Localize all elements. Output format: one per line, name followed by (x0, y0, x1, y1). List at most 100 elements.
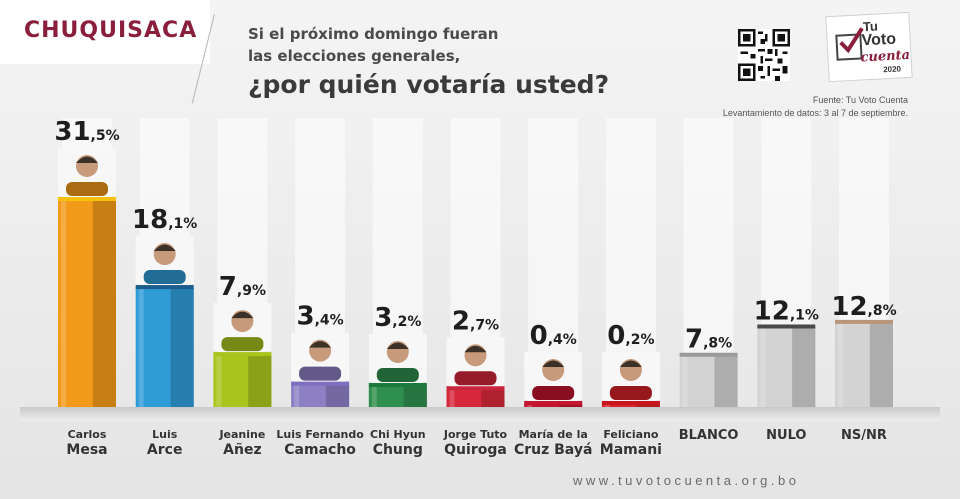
bar-highlight (61, 200, 66, 407)
value-label-decimal: ,8% (703, 336, 732, 352)
bar (601, 404, 660, 407)
category-label-line2: Cruz Bayá (514, 442, 592, 458)
question-line-3: ¿por quién votaría usted? (248, 70, 610, 99)
candidate-photo-shoulders (66, 182, 108, 196)
question-line-1: Si el próximo domingo fueran (248, 25, 499, 43)
bar-top-cap (58, 197, 116, 201)
candidate-photo (135, 236, 194, 285)
value-label: 7,9% (219, 272, 266, 302)
value-label-decimal: ,8% (868, 303, 897, 319)
bar-top-cap (446, 386, 505, 391)
bar-highlight (760, 327, 766, 407)
category-label-line1: Chi Hyun (370, 428, 426, 441)
bar (524, 404, 583, 407)
bar-highlight (294, 384, 300, 407)
bar-side-shade (714, 355, 738, 407)
category-label-line1: Luis Fernando (276, 428, 364, 441)
value-label: 0,2% (607, 321, 654, 351)
value-label-integer: 7 (685, 325, 703, 355)
bar-highlight (527, 404, 533, 407)
bar-top-cap (757, 324, 816, 329)
bar-highlight (449, 389, 455, 407)
bar-highlight (371, 385, 377, 407)
candidate-photo (213, 303, 272, 352)
category-label-line1: Luis (152, 428, 178, 441)
region-box (0, 0, 210, 64)
value-label: 12,8% (831, 292, 896, 322)
source-note: Fuente: Tu Voto Cuenta (812, 95, 908, 105)
bar-top-cap (679, 352, 738, 357)
candidate-photo (601, 352, 660, 400)
bar-highlight (216, 355, 222, 407)
bar-highlight (682, 355, 688, 407)
value-label-integer: 2 (452, 306, 470, 336)
bar-side-shade (636, 404, 660, 407)
value-label-decimal: ,2% (625, 332, 654, 348)
bar-highlight (604, 404, 610, 407)
candidate-photo-shoulders (609, 386, 652, 400)
value-label-decimal: ,5% (91, 128, 120, 144)
category-label-line2: Mamani (600, 442, 662, 458)
bar-top-cap (213, 352, 272, 357)
candidate-photo-hair (542, 360, 565, 367)
category-label-line1: Feliciano (603, 428, 659, 441)
candidate-photo-shoulders (299, 366, 342, 381)
value-label: 3,2% (374, 303, 421, 333)
value-label-integer: 7 (219, 272, 237, 302)
value-label-integer: 12 (831, 292, 867, 322)
bar-top-cap (835, 319, 893, 324)
candidate-photo-shoulders (221, 337, 264, 352)
value-label-decimal: ,9% (237, 283, 266, 299)
candidate-photo-shoulders (143, 270, 186, 285)
candidate-photo (291, 332, 350, 381)
value-label-integer: 31 (54, 117, 90, 147)
candidate-photo-hair (76, 156, 98, 163)
question-line-2: las elecciones generales, (248, 47, 461, 65)
value-label-decimal: ,1% (790, 307, 819, 323)
category-label: NULO (766, 428, 806, 443)
qr-code[interactable] (738, 29, 790, 81)
bar-side-shade (248, 355, 272, 407)
category-label: NS/NR (841, 428, 887, 443)
survey-dates-note: Levantamiento de datos: 3 al 7 de septie… (722, 108, 908, 118)
bar-highlight (838, 322, 843, 407)
bar-top-cap (601, 401, 660, 405)
bar-top-cap (368, 382, 427, 387)
candidate-photo-hair (464, 345, 487, 353)
value-label: 31,5% (54, 117, 119, 147)
category-label-line2: Quiroga (444, 442, 507, 458)
bar-side-shade (559, 404, 583, 407)
value-label-integer: 12 (754, 296, 790, 326)
bar-side-shade (325, 384, 350, 407)
category-label-line2: Camacho (284, 442, 356, 458)
checkbox-icon (835, 27, 864, 61)
bar-highlight (138, 288, 144, 407)
bar-side-shade (481, 389, 505, 407)
tu-voto-cuenta-logo: Tu Voto cuenta 2020 (825, 11, 913, 83)
value-label-integer: 3 (297, 302, 315, 332)
bar-side-shade (869, 322, 893, 407)
candidate-photo-hair (231, 311, 254, 319)
candidate-photo-hair (386, 342, 409, 349)
bar-side-shade (403, 385, 427, 407)
value-label: 2,7% (452, 306, 499, 336)
candidate-photo-shoulders (454, 371, 497, 386)
candidate-photo-shoulders (532, 386, 575, 400)
category-label-line2: Añez (223, 442, 261, 458)
candidate-photo (368, 333, 427, 382)
value-label-decimal: ,4% (315, 313, 344, 329)
value-label-integer: 0 (607, 321, 625, 351)
region-title: CHUQUISACA (24, 18, 198, 43)
candidate-photo (58, 148, 116, 196)
value-label-decimal: ,7% (470, 317, 499, 333)
bar-side-shade (92, 200, 116, 407)
bar-top-cap (291, 381, 350, 386)
category-label-line2: Arce (147, 442, 183, 458)
value-label-decimal: ,4% (548, 332, 577, 348)
value-label: 12,1% (754, 296, 819, 326)
value-label: 3,4% (297, 302, 344, 332)
website-url[interactable]: www.tuvotocuenta.org.bo (573, 473, 800, 488)
bar-top-cap (135, 285, 194, 290)
value-label: 0,4% (530, 321, 577, 351)
